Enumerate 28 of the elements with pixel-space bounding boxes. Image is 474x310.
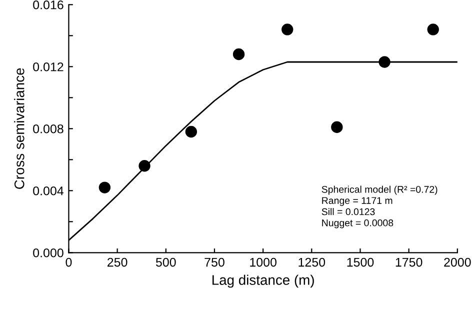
point [185, 126, 198, 138]
point [98, 182, 111, 194]
y-tick-label: 0.000 [33, 248, 64, 258]
x-tick-label: 750 [204, 258, 224, 267]
x-tick-label: 500 [156, 258, 176, 267]
x-tick-label: 1500 [347, 258, 374, 267]
y-tick-label: 0.012 [33, 62, 64, 72]
x-tick-label: 0 [66, 258, 72, 267]
point [427, 24, 439, 36]
point [232, 48, 245, 60]
x-tick-label: 1000 [250, 258, 276, 267]
point [331, 121, 343, 133]
x-tick-label: 2000 [444, 258, 471, 267]
x-tick-label: 1250 [298, 258, 326, 267]
y-tick-label: 0.008 [33, 124, 64, 134]
x-axis-title: Lag distance (m) [212, 274, 314, 288]
y-tick-label: 0.004 [33, 186, 64, 196]
point [282, 24, 294, 36]
x-tick-label: 1750 [396, 258, 422, 267]
x-tick-label: 250 [108, 258, 128, 267]
annotation: Sill = 0.0123 [322, 208, 375, 216]
y-tick-label: 0.016 [33, 0, 64, 10]
annotation: Range = 1171 m [322, 197, 392, 206]
annotation: Spherical model (R² =0.72) [322, 186, 438, 195]
point [138, 160, 150, 172]
y-axis-title: Cross semivariance [14, 68, 24, 189]
point [378, 56, 390, 68]
annotation: Nugget = 0.0008 [322, 219, 394, 228]
